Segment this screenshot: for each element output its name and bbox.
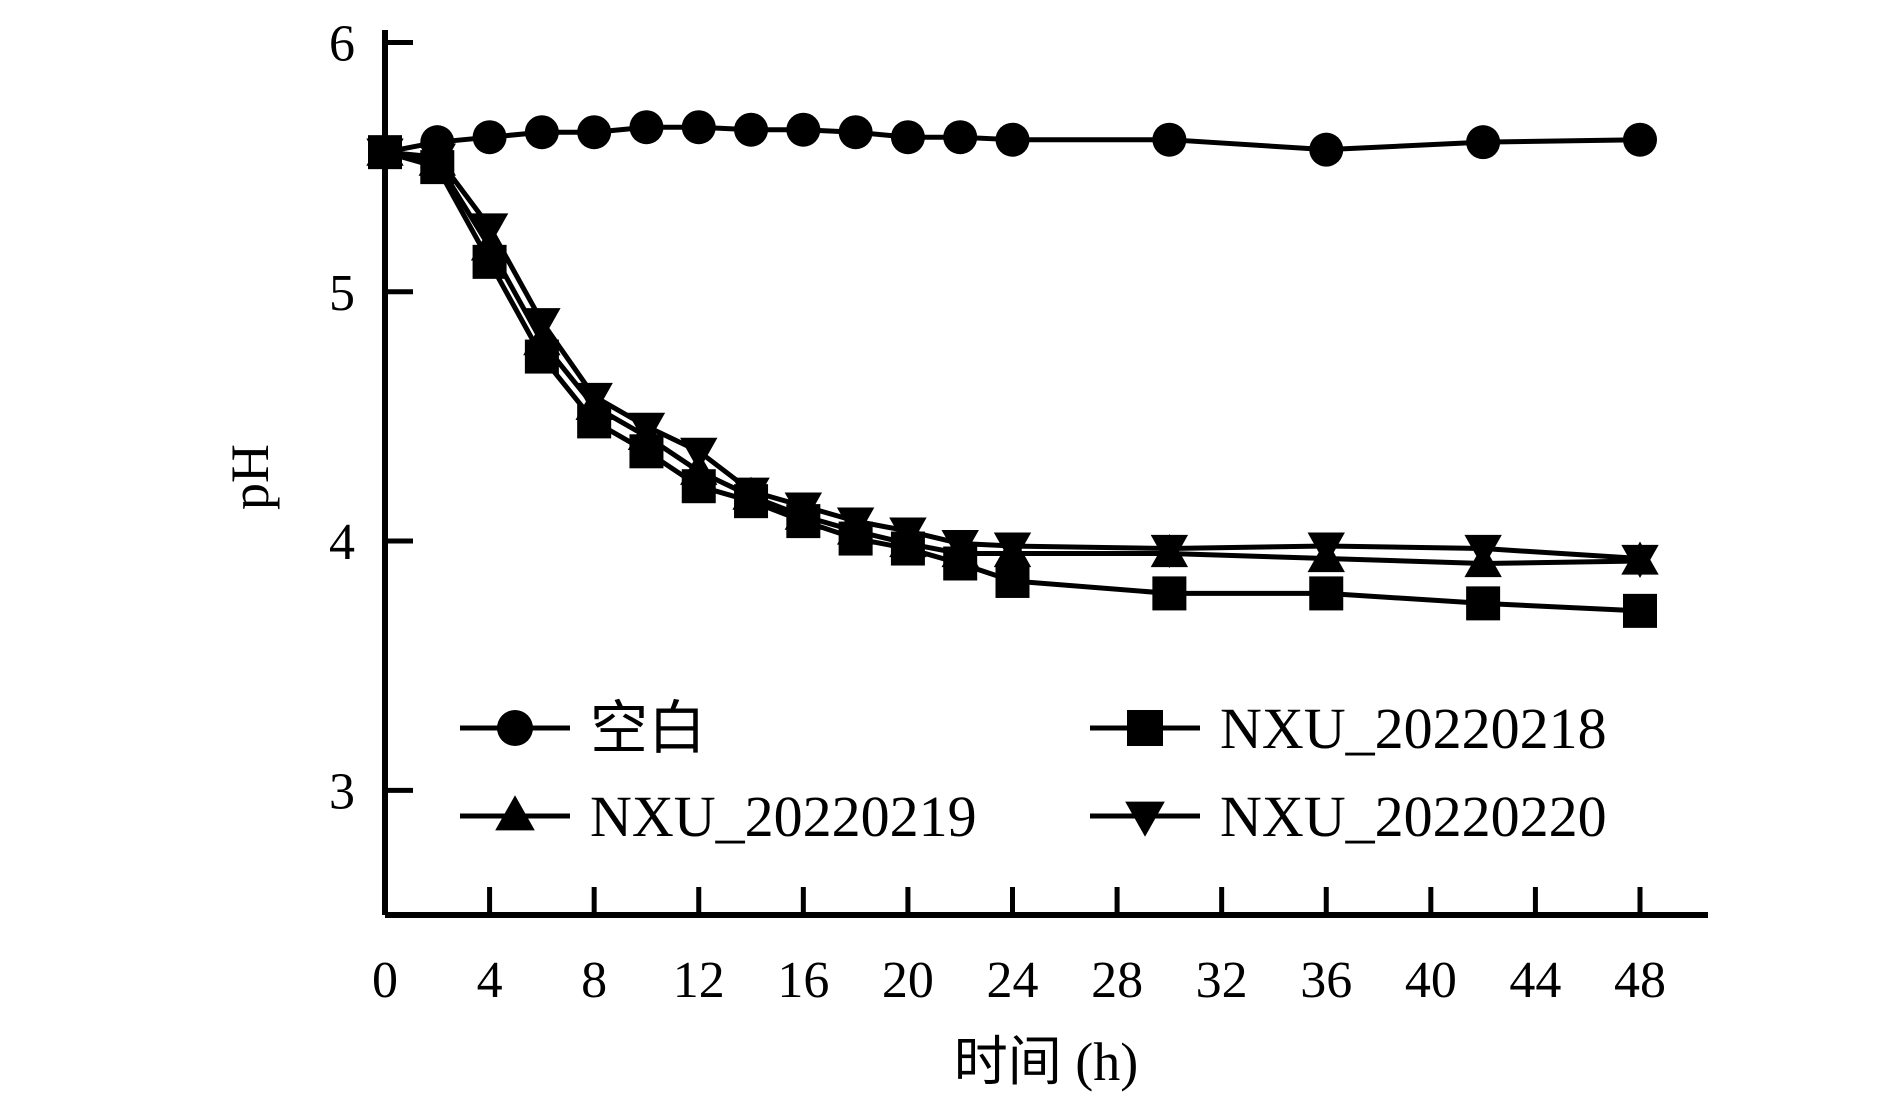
data-point-triangle-down: [941, 529, 979, 564]
data-point-triangle-down: [680, 437, 718, 471]
legend-marker-triangle-down: [1125, 801, 1165, 837]
legend-marker-square: [1127, 710, 1163, 746]
x-axis-label: 时间 (h): [954, 1032, 1138, 1092]
data-point-triangle-down: [1307, 532, 1345, 566]
data-point-circle: [995, 122, 1030, 157]
series-3: [366, 138, 1659, 579]
series-line: [384, 149, 1641, 566]
x-tick-label: 12: [673, 952, 725, 1009]
data-point-circle: [524, 115, 559, 150]
y-tick-label: 5: [329, 265, 355, 322]
data-point-square: [995, 563, 1030, 598]
x-tick-label: 16: [777, 952, 829, 1009]
legend: 空白 NXU_20220218 NXU_20220219 NXU_20220220: [460, 696, 1607, 849]
data-point-triangle-down: [1150, 534, 1189, 569]
data-point-circle: [629, 110, 664, 145]
data-point-circle: [734, 112, 769, 147]
data-point-circle: [838, 115, 873, 150]
legend-marker-triangle-up: [495, 795, 535, 831]
y-tick-label: 6: [329, 15, 355, 72]
data-point-square: [1309, 576, 1344, 611]
x-tick-label: 36: [1300, 952, 1352, 1009]
legend-marker-circle: [497, 710, 533, 746]
data-point-circle: [1309, 132, 1344, 167]
legend-label: NXU_20220218: [1220, 696, 1607, 761]
data-point-triangle-down: [1464, 534, 1502, 569]
data-point-circle: [1623, 122, 1657, 157]
data-point-circle: [943, 120, 978, 155]
x-tick-label: 40: [1405, 952, 1457, 1009]
x-tick-label: 0: [372, 952, 398, 1009]
x-tick-label: 44: [1509, 952, 1561, 1009]
data-point-circle: [472, 120, 507, 155]
x-tick-label: 28: [1091, 952, 1143, 1009]
data-point-triangle-down: [575, 382, 613, 417]
legend-label: NXU_20220220: [1220, 784, 1607, 849]
legend-label: 空白: [590, 696, 706, 761]
y-tick-label: 3: [329, 763, 355, 820]
x-tick-label: 8: [581, 952, 607, 1009]
x-tick-label: 32: [1196, 952, 1248, 1009]
y-ticks: 3 4 5 6: [329, 15, 413, 820]
data-point-triangle-down: [1621, 544, 1659, 579]
legend-item: NXU_20220218: [1090, 696, 1607, 761]
data-point-circle: [1152, 122, 1187, 157]
data-point-triangle-down: [523, 308, 561, 342]
data-point-circle: [786, 112, 821, 147]
data-point-triangle-down: [784, 492, 823, 526]
data-point-circle: [890, 120, 925, 155]
axes: [382, 30, 1708, 918]
data-point-triangle-down: [470, 213, 509, 247]
data-point-triangle-down: [366, 138, 404, 172]
data-point-triangle-down: [889, 517, 927, 551]
legend-label: NXU_20220219: [590, 784, 977, 849]
x-tick-label: 4: [477, 952, 503, 1009]
x-ticks: 0 4 8 12 16 20 24 28 32 36 40 44 48: [372, 887, 1666, 1009]
data-point-triangle-down: [418, 143, 456, 177]
data-point-triangle-down: [993, 532, 1032, 566]
data-point-triangle-down: [627, 412, 666, 446]
series-line: [384, 149, 1641, 562]
data-point-square: [1623, 593, 1657, 628]
series-0: [368, 110, 1657, 170]
data-point-triangle-down: [732, 477, 770, 511]
x-tick-label: 48: [1614, 952, 1666, 1009]
x-tick-label: 24: [987, 952, 1039, 1009]
y-tick-label: 4: [329, 514, 355, 571]
data-point-circle: [681, 110, 716, 145]
x-tick-label: 20: [882, 952, 934, 1009]
data-point-circle: [577, 115, 612, 150]
y-axis-label: pH: [220, 444, 280, 510]
legend-item: NXU_20220220: [1090, 784, 1607, 849]
series-2: [366, 132, 1659, 578]
data-point-circle: [1466, 125, 1501, 160]
data-point-square: [1152, 576, 1187, 611]
series-layer: [366, 110, 1659, 628]
legend-item: 空白: [460, 696, 706, 761]
legend-item: NXU_20220219: [460, 784, 977, 849]
data-point-square: [1466, 586, 1501, 621]
data-point-triangle-down: [836, 507, 875, 541]
